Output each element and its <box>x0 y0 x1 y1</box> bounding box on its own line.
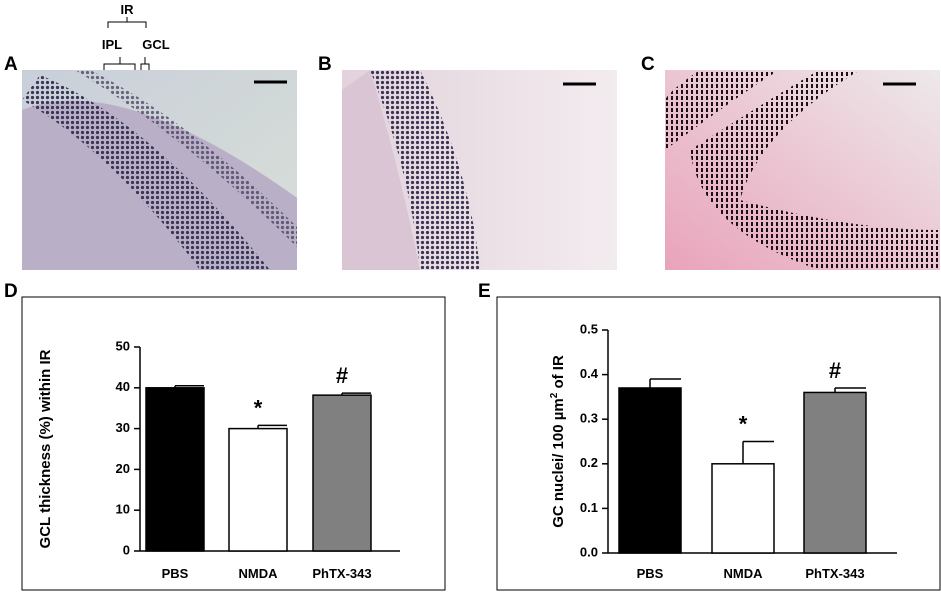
bar-annotation: # <box>336 363 348 388</box>
panel-label: C <box>641 54 655 75</box>
y-tick-label: 0.3 <box>580 411 598 426</box>
y-tick-label: 50 <box>116 338 130 353</box>
y-tick-label: 0.1 <box>580 500 598 515</box>
y-tick-label: 0.4 <box>580 366 599 381</box>
panel-label: E <box>478 281 491 302</box>
y-tick-label: 0.0 <box>580 544 598 559</box>
y-axis-label-text: GCL thickness (%) within IR <box>37 349 54 548</box>
bar <box>618 387 682 554</box>
x-tick-label: PhTX-343 <box>805 566 864 581</box>
y-tick-label: 40 <box>116 379 130 394</box>
y-axis-label: GCL thickness (%) within IR <box>37 349 54 548</box>
panel-label: B <box>318 54 332 75</box>
bar <box>803 391 867 554</box>
bar <box>228 427 288 552</box>
y-tick-label: 30 <box>116 420 130 435</box>
bar <box>145 387 205 552</box>
x-tick-label: NMDA <box>724 566 764 581</box>
bar-annotation: * <box>739 412 748 437</box>
y-axis-label-sup: 2 <box>549 392 560 398</box>
y-axis-label-text: of IR <box>550 355 567 393</box>
chart-frame <box>21 296 446 591</box>
micrograph-c <box>665 70 940 270</box>
bracket <box>140 57 150 70</box>
bar <box>711 463 775 554</box>
chart-frame <box>496 296 941 591</box>
y-axis-label-text: GC nuclei/ 100 µm <box>550 398 567 528</box>
micrograph-b <box>342 70 617 270</box>
bar <box>312 394 372 552</box>
y-tick-label: 0 <box>123 542 130 557</box>
panel-label: D <box>4 281 18 302</box>
x-tick-label: PhTX-343 <box>312 566 371 581</box>
x-tick-label: PBS <box>637 566 664 581</box>
y-tick-label: 0.2 <box>580 455 598 470</box>
bar-annotation: # <box>829 358 841 383</box>
ipl-label: IPL <box>102 37 122 52</box>
x-tick-label: PBS <box>162 566 189 581</box>
bar-annotation: * <box>254 395 263 420</box>
bracket <box>107 17 147 28</box>
y-tick-label: 0.5 <box>580 321 598 336</box>
y-tick-label: 20 <box>116 461 130 476</box>
micrograph-a <box>22 70 297 270</box>
bracket <box>103 57 136 70</box>
y-tick-label: 10 <box>116 502 130 517</box>
x-tick-label: NMDA <box>239 566 279 581</box>
y-axis-label: GC nuclei/ 100 µm2 of IR <box>549 355 567 528</box>
ir-label: IR <box>121 2 135 17</box>
panel-label: A <box>4 54 18 75</box>
gcl-label: GCL <box>142 37 170 52</box>
